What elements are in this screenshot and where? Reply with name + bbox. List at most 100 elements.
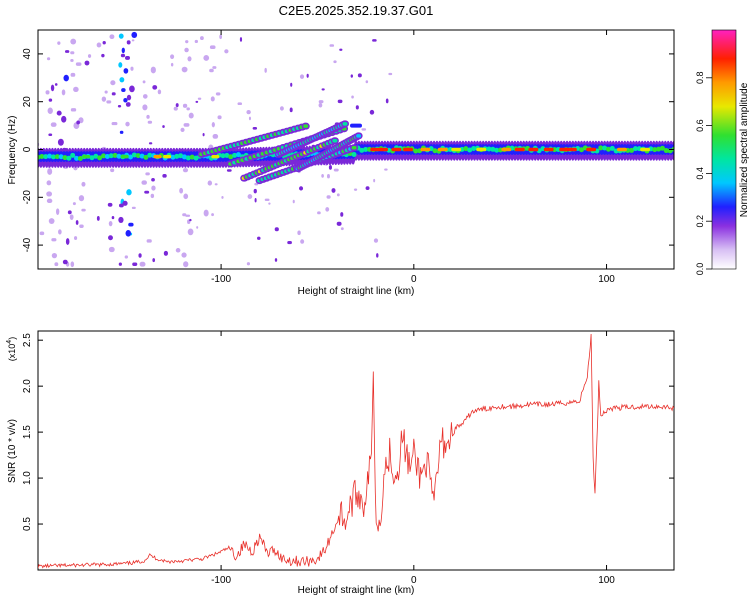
spectrogram-cell — [62, 259, 68, 265]
spectrogram-cell — [45, 90, 50, 95]
spectrogram-cell — [212, 66, 217, 69]
spectrogram-cell — [132, 262, 138, 266]
spectrogram-cell — [125, 121, 130, 127]
spectrogram-cell — [153, 154, 162, 159]
colorbar-tick-label: 0.2 — [695, 215, 705, 228]
y-tick-label: 0.5 — [22, 517, 33, 531]
spectrogram-cell — [151, 178, 155, 182]
spectrogram-cell — [180, 127, 185, 133]
spectrogram-cell — [73, 236, 78, 240]
spectrogram-cell — [126, 40, 131, 45]
spectrogram-cell — [211, 122, 215, 128]
spectrogram-cell — [97, 155, 103, 161]
spectrogram-cell — [124, 55, 130, 60]
spectrogram-cell — [142, 104, 148, 111]
colorbar — [711, 29, 737, 270]
y-tick-label: 40 — [22, 48, 33, 60]
spectrogram-cell — [598, 145, 604, 151]
spectrogram-cell — [287, 240, 292, 245]
y-tick-label: 2.0 — [22, 379, 33, 393]
spectrogram-cell — [74, 155, 80, 161]
spectrogram-cell — [413, 148, 419, 154]
chart-title: C2E5.2025.352.19.37.G01 — [279, 3, 434, 18]
spectrogram-cell — [78, 195, 85, 202]
spectrogram-cell — [142, 80, 146, 84]
spectrogram-cell — [170, 154, 176, 160]
spectrogram-cell — [157, 89, 162, 95]
spectrogram-cell — [226, 169, 232, 172]
spectrogram-cell — [494, 147, 500, 153]
colorbar-ticks: 0.0 0.2 0.4 0.6 0.8 — [695, 72, 712, 275]
spectrogram-cell — [65, 238, 70, 245]
spectrogram-cell — [351, 146, 357, 150]
svg-text:(x104): (x104) — [6, 337, 17, 361]
spectrogram-cell — [391, 147, 402, 152]
spectrogram-cell — [170, 54, 175, 60]
spectrogram-cell — [131, 206, 136, 209]
spectrogram-cell — [118, 62, 123, 68]
spectrogram-cell — [616, 147, 627, 152]
spectrogram-cell — [70, 72, 76, 77]
spectrogram-cell — [50, 84, 55, 92]
spectrogram-cell — [566, 147, 577, 152]
spectrogram-cell — [123, 68, 129, 74]
spectrogram-cell — [54, 262, 59, 267]
spectrogram-cell — [342, 122, 348, 126]
spectrogram-cell — [420, 147, 431, 152]
spectrogram-cell — [148, 142, 153, 145]
spectrogram-cell — [372, 39, 377, 42]
spectrogram-cell — [212, 133, 219, 139]
spectrogram-cell — [185, 155, 191, 161]
spectrogram-cell — [81, 208, 86, 212]
spectrogram-cell — [131, 152, 137, 158]
x-tick-label: 0 — [411, 274, 417, 285]
spectrogram-cell — [211, 154, 220, 159]
snr-y-scale-label: (x10 — [7, 344, 17, 362]
spectrogram-cell — [117, 104, 122, 108]
spectrogram-cell — [292, 199, 295, 204]
spectrogram-cell — [326, 195, 331, 199]
spectrogram-cell — [162, 174, 167, 178]
spectrogram-cell — [39, 154, 45, 160]
spectrogram-cell — [72, 202, 76, 206]
spectrogram-cell — [451, 147, 462, 152]
x-tick-label: 0 — [411, 575, 417, 586]
spectrogram-cell — [185, 40, 189, 44]
spectrogram-cell — [385, 98, 389, 104]
spectrogram-cell — [108, 235, 113, 241]
spectrogram-cell — [467, 147, 473, 153]
spectrogram-cell — [70, 51, 75, 55]
spectrogram-cell — [333, 60, 337, 64]
spectrogram-cell — [609, 145, 615, 151]
spectrogram-cell — [325, 207, 330, 212]
y-tick-label: 0 — [22, 146, 33, 152]
spectrogram-cell — [224, 152, 230, 158]
spectrogram-cell — [351, 151, 357, 157]
spectrogram-cell — [246, 109, 251, 115]
spectrogram-cell — [141, 180, 147, 185]
spectrogram-cell — [145, 172, 150, 176]
spectrogram-cell — [221, 195, 224, 199]
spectrogram-cell — [447, 147, 453, 153]
spectrogram-cell — [357, 73, 362, 78]
spectrogram-cell — [119, 77, 125, 83]
spectrogram-cell — [239, 37, 243, 42]
spectrogram-cell — [75, 220, 79, 225]
spectrogram-x-ticks: -100 0 100 — [211, 30, 615, 285]
spectrogram-cell — [182, 103, 188, 108]
spectrogram-cell — [108, 220, 113, 227]
y-tick-label: -20 — [22, 190, 33, 205]
spectrogram-cell — [81, 181, 86, 187]
spectrogram-cell — [101, 153, 107, 159]
snr-frame — [37, 330, 675, 571]
spectrogram-cell — [56, 110, 62, 116]
spectrogram-cell — [220, 153, 226, 159]
spectrogram-cell — [65, 50, 70, 53]
spectrogram-cell — [175, 103, 179, 108]
colorbar-tick-label: 0.6 — [695, 119, 705, 132]
spectrogram-cell — [321, 88, 325, 91]
spectrogram-cell — [163, 250, 169, 256]
spectrogram-cell — [102, 40, 106, 45]
spectrogram-cell — [384, 168, 388, 171]
spectrogram-cell — [340, 212, 344, 217]
